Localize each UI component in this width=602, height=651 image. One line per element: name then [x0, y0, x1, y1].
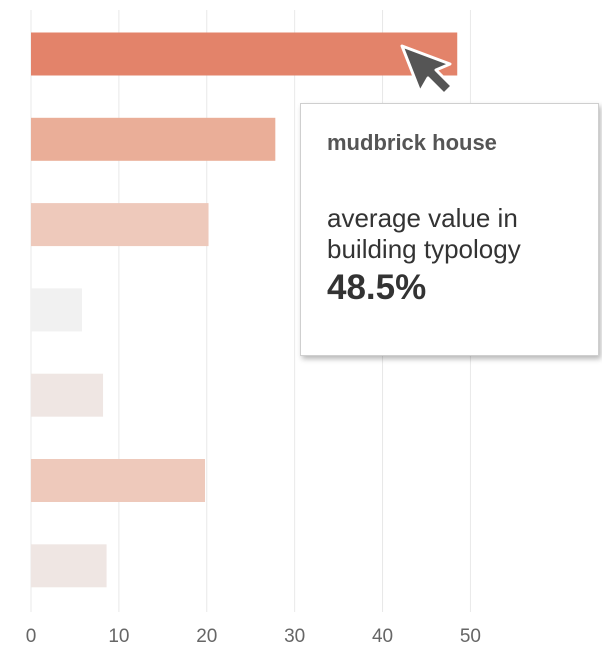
bar-2[interactable]	[31, 117, 276, 161]
x-tick-label: 0	[26, 626, 37, 646]
x-tick-label: 40	[372, 626, 393, 646]
x-axis-ticks: 0 10 20 30 40 50	[26, 626, 481, 647]
x-tick-label: 30	[284, 626, 305, 646]
tooltip-label: average value in building typology	[327, 203, 521, 264]
bar-5[interactable]	[31, 373, 104, 417]
bars	[31, 32, 458, 588]
bar-4[interactable]	[31, 288, 82, 332]
tooltip-title: mudbrick house	[327, 130, 497, 155]
x-tick-label: 50	[460, 626, 481, 646]
bar-7[interactable]	[31, 544, 107, 588]
x-tick-label: 20	[196, 626, 217, 646]
bar-6[interactable]	[31, 459, 206, 502]
bar-3[interactable]	[31, 203, 209, 247]
tooltip: mudbrick house average value in building…	[300, 103, 599, 356]
x-tick-label: 10	[108, 626, 129, 646]
arrow-cursor-icon	[400, 44, 454, 96]
bar-1[interactable]	[31, 32, 458, 76]
tooltip-value: 48.5%	[327, 268, 427, 307]
